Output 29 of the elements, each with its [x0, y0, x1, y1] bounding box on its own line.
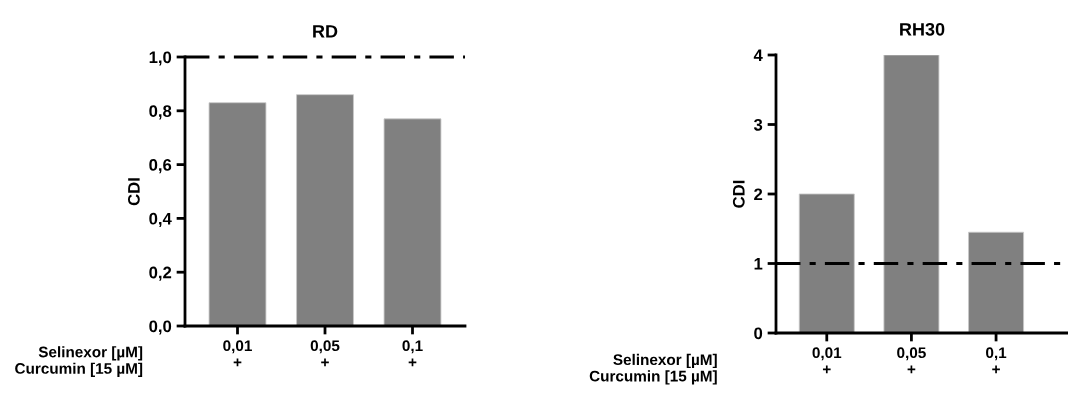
x-tick-label: 0,1 + — [402, 340, 423, 367]
y-tick-label: 0,8 — [149, 105, 172, 120]
x-axis-title: Selinexor [µM] Curcumin [15 µM] — [15, 346, 143, 377]
chart-title: RH30 — [900, 22, 945, 36]
x-tick-label: 0,05 + — [897, 347, 926, 374]
y-tick-label: 4 — [753, 49, 763, 62]
y-tick-label: 0,2 — [149, 266, 172, 281]
chart-title: RD — [313, 25, 338, 38]
bar — [208, 102, 267, 326]
y-tick-label: 0,6 — [149, 159, 172, 174]
bar — [798, 193, 855, 333]
x-tick-label: 0,1 + — [986, 347, 1007, 374]
y-axis-title: CDI — [127, 178, 140, 206]
y-axis-title: CDI — [732, 180, 745, 208]
x-tick-label: 0,05 + — [310, 340, 340, 367]
y-tick-label: 0,4 — [149, 212, 172, 228]
y-tick-label: 0,0 — [149, 320, 172, 335]
bar — [383, 118, 442, 326]
y-tick-label: 2 — [754, 188, 763, 201]
x-axis-title: Selinexor [µM] Curcumin [15 µM] — [589, 353, 717, 385]
x-tick-label: 0,01 + — [223, 340, 252, 367]
bar — [968, 231, 1024, 333]
bar — [296, 94, 354, 326]
y-tick-label: 3 — [753, 118, 763, 131]
x-tick-label: 0,01 + — [812, 347, 842, 374]
y-tick-label: 0 — [754, 327, 763, 340]
y-tick-label: 1,0 — [149, 51, 172, 66]
y-tick-label: 1 — [754, 258, 763, 270]
bar — [883, 55, 940, 333]
